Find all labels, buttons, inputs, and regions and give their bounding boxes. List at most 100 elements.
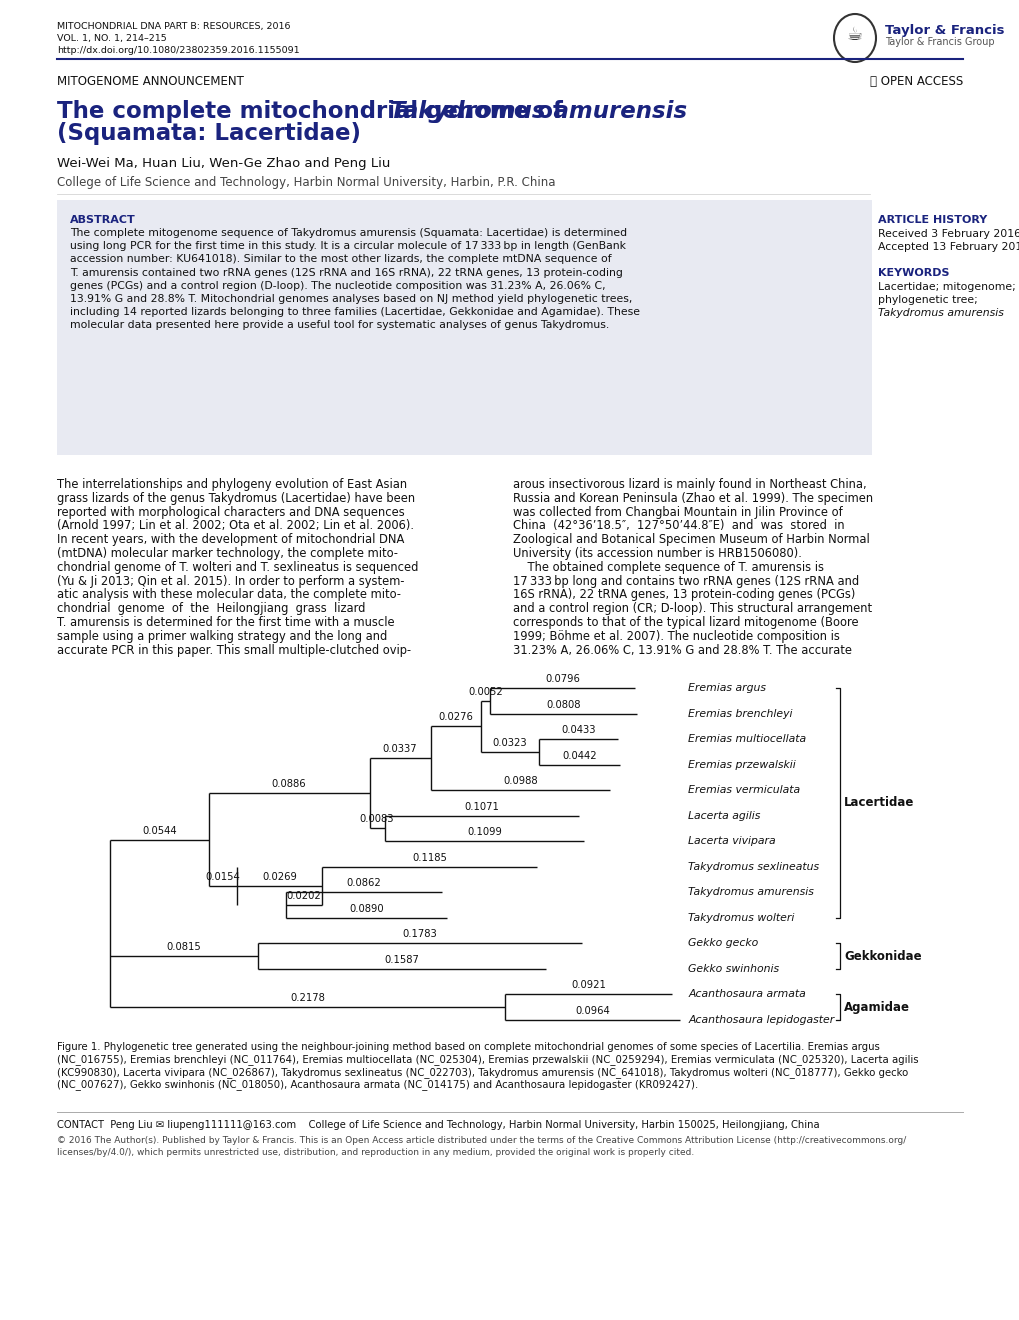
- Text: 0.0052: 0.0052: [468, 686, 502, 697]
- Text: 0.0202: 0.0202: [286, 891, 321, 902]
- Text: (mtDNA) molecular marker technology, the complete mito-: (mtDNA) molecular marker technology, the…: [57, 546, 397, 560]
- Text: MITOCHONDRIAL DNA PART B: RESOURCES, 2016: MITOCHONDRIAL DNA PART B: RESOURCES, 201…: [57, 22, 290, 30]
- Text: 🔓 OPEN ACCESS: 🔓 OPEN ACCESS: [869, 75, 962, 88]
- Text: Takydromus amurensis: Takydromus amurensis: [688, 887, 813, 898]
- Text: Eremias argus: Eremias argus: [688, 682, 765, 693]
- Text: arous insectivorous lizard is mainly found in Northeast China,: arous insectivorous lizard is mainly fou…: [513, 478, 866, 491]
- Text: © 2016 The Author(s). Published by Taylor & Francis. This is an Open Access arti: © 2016 The Author(s). Published by Taylo…: [57, 1137, 905, 1144]
- Text: corresponds to that of the typical lizard mitogenome (Boore: corresponds to that of the typical lizar…: [513, 616, 858, 630]
- Text: In recent years, with the development of mitochondrial DNA: In recent years, with the development of…: [57, 533, 404, 546]
- Text: Eremias multiocellata: Eremias multiocellata: [688, 734, 806, 744]
- Text: grass lizards of the genus Takydromus (Lacertidae) have been: grass lizards of the genus Takydromus (L…: [57, 492, 415, 504]
- Text: 0.0083: 0.0083: [360, 814, 394, 825]
- Text: (Yu & Ji 2013; Qin et al. 2015). In order to perform a system-: (Yu & Ji 2013; Qin et al. 2015). In orde…: [57, 574, 405, 587]
- Text: 31.23% A, 26.06% C, 13.91% G and 28.8% T. The accurate: 31.23% A, 26.06% C, 13.91% G and 28.8% T…: [513, 644, 851, 656]
- Text: Gekkonidae: Gekkonidae: [844, 949, 921, 962]
- Text: (NC_016755), Eremias brenchleyi (NC_011764), Eremias multiocellata (NC_025304), : (NC_016755), Eremias brenchleyi (NC_0117…: [57, 1055, 918, 1065]
- Text: 0.0323: 0.0323: [492, 738, 527, 748]
- Text: (KC990830), Lacerta vivipara (NC_026867), Takydromus sexlineatus (NC_022703), Ta: (KC990830), Lacerta vivipara (NC_026867)…: [57, 1067, 907, 1078]
- Text: accurate PCR in this paper. This small multiple-clutched ovip-: accurate PCR in this paper. This small m…: [57, 644, 411, 656]
- Text: phylogenetic tree;: phylogenetic tree;: [877, 294, 977, 305]
- Text: Acanthosaura lepidogaster: Acanthosaura lepidogaster: [688, 1015, 834, 1026]
- Text: 0.1783: 0.1783: [401, 929, 437, 940]
- Text: 0.0886: 0.0886: [271, 779, 306, 789]
- Text: Takydromus amurensis: Takydromus amurensis: [389, 100, 687, 123]
- Text: was collected from Changbai Mountain in Jilin Province of: was collected from Changbai Mountain in …: [513, 506, 842, 519]
- Text: Taylor & Francis Group: Taylor & Francis Group: [884, 37, 994, 48]
- Text: Lacerta agilis: Lacerta agilis: [688, 810, 760, 821]
- Text: 0.0796: 0.0796: [544, 675, 580, 684]
- Text: using long PCR for the first time in this study. It is a circular molecule of 17: using long PCR for the first time in thi…: [70, 242, 626, 251]
- Text: CONTACT  Peng Liu ✉ liupeng111111@163.com    College of Life Science and Technol: CONTACT Peng Liu ✉ liupeng111111@163.com…: [57, 1119, 819, 1130]
- Text: Acanthosaura armata: Acanthosaura armata: [688, 990, 805, 999]
- Text: 1999; Böhme et al. 2007). The nucleotide composition is: 1999; Böhme et al. 2007). The nucleotide…: [513, 630, 839, 643]
- Text: http://dx.doi.org/10.1080/23802359.2016.1155091: http://dx.doi.org/10.1080/23802359.2016.…: [57, 46, 300, 55]
- Text: ☕: ☕: [846, 26, 862, 44]
- Text: (NC_007627), Gekko swinhonis (NC_018050), Acanthosaura armata (NC_014175) and Ac: (NC_007627), Gekko swinhonis (NC_018050)…: [57, 1080, 698, 1090]
- Text: Takydromus amurensis: Takydromus amurensis: [877, 308, 1003, 318]
- Text: University (its accession number is HRB1506080).: University (its accession number is HRB1…: [513, 546, 801, 560]
- Text: Eremias vermiculata: Eremias vermiculata: [688, 785, 800, 795]
- Text: accession number: KU641018). Similar to the most other lizards, the complete mtD: accession number: KU641018). Similar to …: [70, 255, 611, 264]
- Text: 0.0988: 0.0988: [502, 776, 537, 787]
- Text: reported with morphological characters and DNA sequences: reported with morphological characters a…: [57, 506, 405, 519]
- Text: 0.0808: 0.0808: [546, 700, 580, 710]
- Bar: [57, 201, 871, 455]
- Text: Gekko swinhonis: Gekko swinhonis: [688, 964, 779, 974]
- Text: 0.0921: 0.0921: [571, 981, 605, 990]
- Text: and a control region (CR; D-loop). This structural arrangement: and a control region (CR; D-loop). This …: [513, 602, 871, 615]
- Text: Lacertidae; mitogenome;: Lacertidae; mitogenome;: [877, 282, 1015, 292]
- Text: chondrial  genome  of  the  Heilongjiang  grass  lizard: chondrial genome of the Heilongjiang gra…: [57, 602, 365, 615]
- Text: The interrelationships and phylogeny evolution of East Asian: The interrelationships and phylogeny evo…: [57, 478, 407, 491]
- Text: licenses/by/4.0/), which permits unrestricted use, distribution, and reproductio: licenses/by/4.0/), which permits unrestr…: [57, 1148, 694, 1158]
- Text: Lacertidae: Lacertidae: [844, 796, 914, 809]
- Text: Lacerta vivipara: Lacerta vivipara: [688, 837, 775, 846]
- Text: Figure 1. Phylogenetic tree generated using the neighbour-joining method based o: Figure 1. Phylogenetic tree generated us…: [57, 1041, 879, 1052]
- Text: chondrial genome of T. wolteri and T. sexlineatus is sequenced: chondrial genome of T. wolteri and T. se…: [57, 561, 418, 574]
- Text: The obtained complete sequence of T. amurensis is: The obtained complete sequence of T. amu…: [513, 561, 823, 574]
- Text: 0.2178: 0.2178: [290, 993, 325, 1003]
- Text: Eremias brenchleyi: Eremias brenchleyi: [688, 709, 792, 718]
- Text: 13.91% G and 28.8% T. Mitochondrial genomes analyses based on NJ method yield ph: 13.91% G and 28.8% T. Mitochondrial geno…: [70, 294, 632, 304]
- Text: VOL. 1, NO. 1, 214–215: VOL. 1, NO. 1, 214–215: [57, 34, 166, 44]
- Text: Gekko gecko: Gekko gecko: [688, 939, 758, 948]
- Text: MITOGENOME ANNOUNCEMENT: MITOGENOME ANNOUNCEMENT: [57, 75, 244, 88]
- Text: molecular data presented here provide a useful tool for systematic analyses of g: molecular data presented here provide a …: [70, 321, 608, 330]
- Text: atic analysis with these molecular data, the complete mito-: atic analysis with these molecular data,…: [57, 589, 400, 602]
- Text: 0.0276: 0.0276: [438, 713, 473, 722]
- Text: 17 333 bp long and contains two rRNA genes (12S rRNA and: 17 333 bp long and contains two rRNA gen…: [513, 574, 858, 587]
- Text: (Squamata: Lacertidae): (Squamata: Lacertidae): [57, 121, 361, 145]
- Text: Agamidae: Agamidae: [844, 1001, 909, 1014]
- Text: College of Life Science and Technology, Harbin Normal University, Harbin, P.R. C: College of Life Science and Technology, …: [57, 176, 555, 189]
- Text: 0.0337: 0.0337: [382, 744, 417, 754]
- Text: 0.1099: 0.1099: [467, 828, 501, 837]
- Text: including 14 reported lizards belonging to three families (Lacertidae, Gekkonida: including 14 reported lizards belonging …: [70, 308, 639, 317]
- Text: T. amurensis contained two rRNA genes (12S rRNA and 16S rRNA), 22 tRNA genes, 13: T. amurensis contained two rRNA genes (1…: [70, 268, 623, 277]
- Text: genes (PCGs) and a control region (D-loop). The nucleotide composition was 31.23: genes (PCGs) and a control region (D-loo…: [70, 281, 605, 290]
- Text: 0.0862: 0.0862: [346, 878, 381, 888]
- Text: The complete mitochondrial genome of: The complete mitochondrial genome of: [57, 100, 571, 123]
- Text: Taylor & Francis: Taylor & Francis: [884, 24, 1004, 37]
- Text: (Arnold 1997; Lin et al. 2002; Ota et al. 2002; Lin et al. 2006).: (Arnold 1997; Lin et al. 2002; Ota et al…: [57, 519, 414, 532]
- Text: Received 3 February 2016: Received 3 February 2016: [877, 228, 1019, 239]
- Text: 0.0964: 0.0964: [575, 1006, 609, 1016]
- Text: KEYWORDS: KEYWORDS: [877, 268, 949, 279]
- Text: 0.0433: 0.0433: [560, 725, 595, 735]
- Text: Takydromus wolteri: Takydromus wolteri: [688, 913, 794, 923]
- Text: 0.0815: 0.0815: [166, 942, 201, 952]
- Text: Eremias przewalskii: Eremias przewalskii: [688, 759, 795, 770]
- Text: The complete mitogenome sequence of Takydromus amurensis (Squamata: Lacertidae) : The complete mitogenome sequence of Taky…: [70, 228, 627, 238]
- Text: Accepted 13 February 2016: Accepted 13 February 2016: [877, 242, 1019, 252]
- Text: 0.0154: 0.0154: [205, 873, 239, 882]
- Text: Takydromus sexlineatus: Takydromus sexlineatus: [688, 862, 818, 871]
- Text: 0.1587: 0.1587: [384, 954, 419, 965]
- Text: Zoological and Botanical Specimen Museum of Harbin Normal: Zoological and Botanical Specimen Museum…: [513, 533, 869, 546]
- Text: Russia and Korean Peninsula (Zhao et al. 1999). The specimen: Russia and Korean Peninsula (Zhao et al.…: [513, 492, 872, 504]
- Text: Wei-Wei Ma, Huan Liu, Wen-Ge Zhao and Peng Liu: Wei-Wei Ma, Huan Liu, Wen-Ge Zhao and Pe…: [57, 157, 390, 170]
- Text: 0.0442: 0.0442: [561, 751, 596, 760]
- Text: 0.1071: 0.1071: [464, 801, 498, 812]
- Text: 16S rRNA), 22 tRNA genes, 13 protein-coding genes (PCGs): 16S rRNA), 22 tRNA genes, 13 protein-cod…: [513, 589, 855, 602]
- Text: sample using a primer walking strategy and the long and: sample using a primer walking strategy a…: [57, 630, 387, 643]
- Text: ABSTRACT: ABSTRACT: [70, 215, 136, 224]
- Text: China  (42°36’18.5″,  127°50’44.8″E)  and  was  stored  in: China (42°36’18.5″, 127°50’44.8″E) and w…: [513, 519, 844, 532]
